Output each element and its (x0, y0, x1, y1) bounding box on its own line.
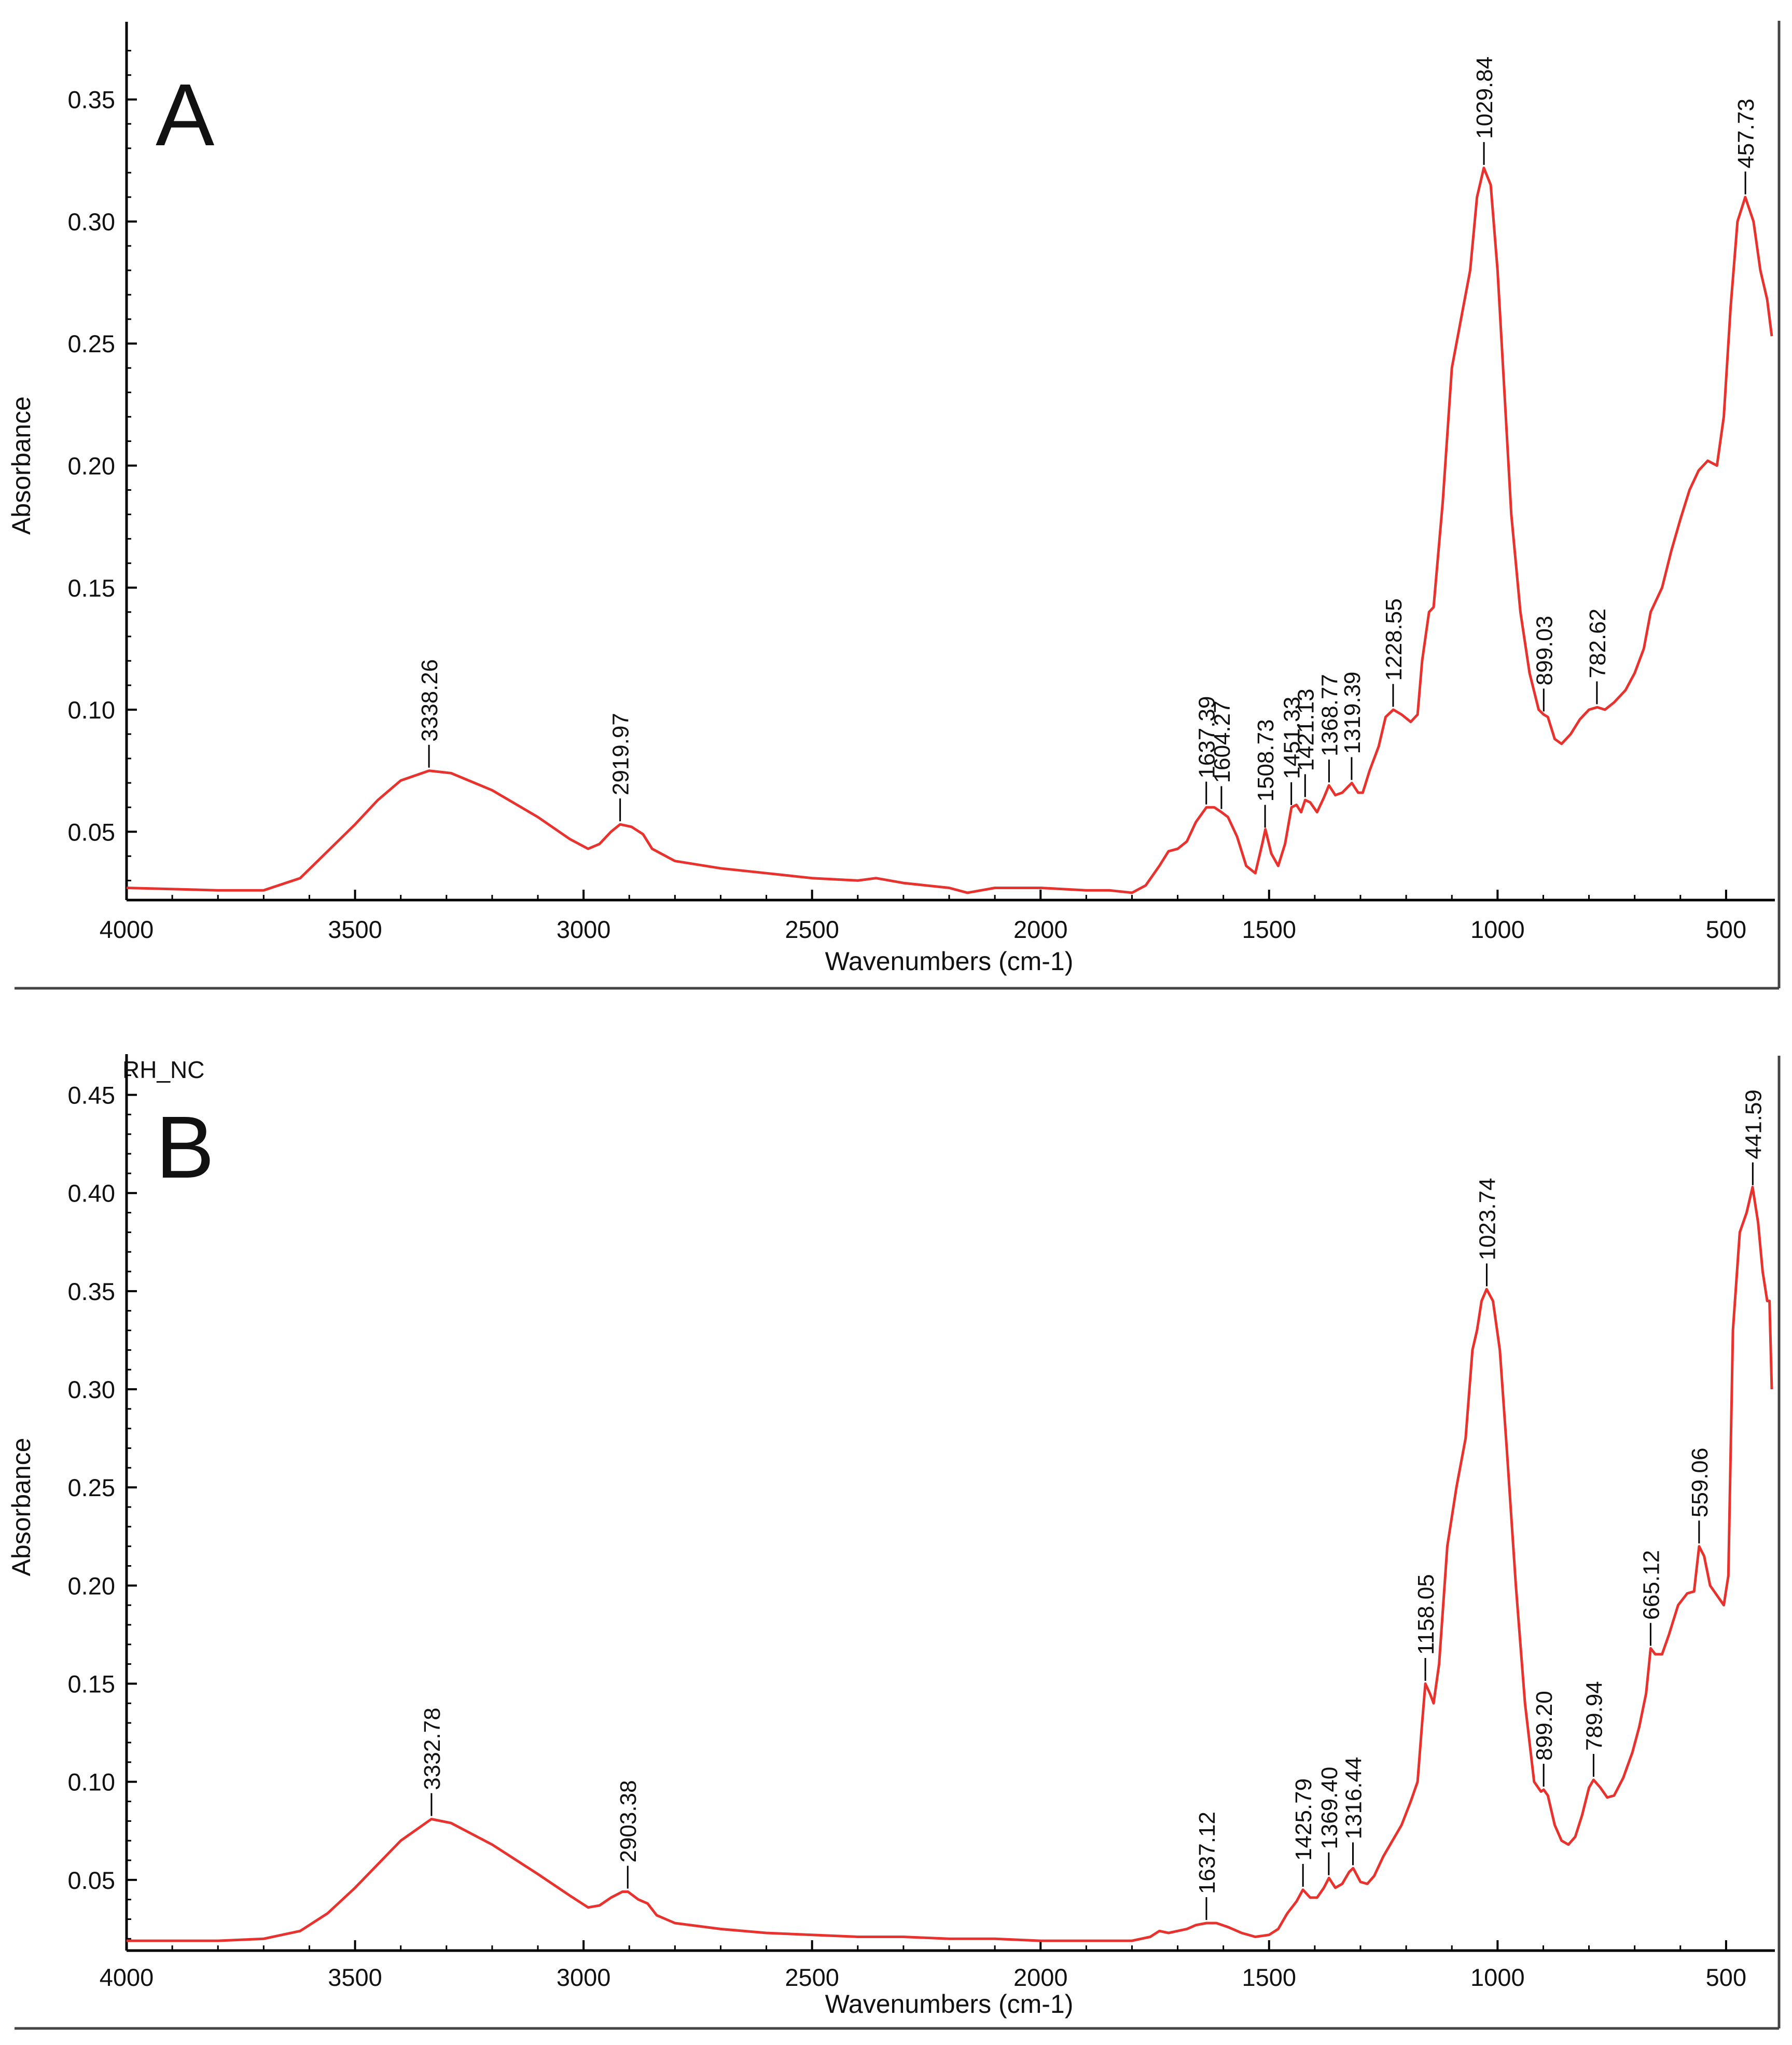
x-tick-label: 4000 (100, 916, 154, 943)
x-tick-label: 2000 (1013, 916, 1068, 943)
peak-label: 441.59 (1741, 1089, 1766, 1159)
y-tick-label: 0.35 (68, 1278, 115, 1305)
x-tick-label: 3500 (328, 916, 382, 943)
peak-label: 457.73 (1733, 99, 1759, 169)
peak-label: 1637.12 (1194, 1812, 1220, 1894)
y-tick-label: 0.25 (68, 330, 115, 357)
peak-label: 1451.33 (1280, 697, 1305, 779)
panel-a: 0.05 0.10 0.15 0.20 0.25 0.30 0.35 4000 3500 3000… (7, 21, 1781, 990)
peak-label: 665.12 (1638, 1550, 1664, 1620)
panel-letter: B (156, 1098, 214, 1197)
peak-label: 899.20 (1532, 1691, 1557, 1761)
y-tick-label: 0.20 (68, 452, 115, 480)
y-tick-label: 0.10 (68, 1768, 115, 1796)
spectrum-line (126, 167, 1773, 894)
sample-label: RH_NC (122, 1056, 204, 1083)
y-tick-label: 0.20 (68, 1572, 115, 1599)
x-tick-label: 3000 (557, 1964, 611, 1991)
x-tick-label: 2500 (785, 1964, 839, 1991)
peak-label: 1637.39 (1194, 696, 1220, 779)
peak-label: 789.94 (1581, 1681, 1607, 1751)
peak-label: 1023.74 (1475, 1178, 1500, 1260)
x-axis-title: Wavenumbers (cm-1) (825, 1989, 1074, 2019)
peak-label: 899.03 (1532, 616, 1557, 686)
peak-label: 1029.84 (1472, 57, 1497, 139)
peak-label: 1319.39 (1340, 671, 1365, 754)
y-tick-label: 0.10 (68, 696, 115, 724)
peak-label: 3332.78 (420, 1708, 445, 1790)
peak-label: 1421.13 (1293, 688, 1318, 771)
y-tick-label: 0.30 (68, 1376, 115, 1403)
x-tick-label: 1500 (1242, 916, 1296, 943)
x-tick-label: 3500 (328, 1964, 382, 1991)
peak-label: 1508.73 (1253, 719, 1279, 802)
peak-label: 559.06 (1687, 1448, 1713, 1518)
x-tick-label: 1000 (1470, 916, 1525, 943)
peak-label: 2919.97 (608, 713, 634, 795)
x-axis-title: Wavenumbers (cm-1) (825, 947, 1074, 976)
y-axis-title: Absorbance (7, 1438, 36, 1577)
x-tick-label: 500 (1706, 916, 1746, 943)
peak-label: 1369.40 (1317, 1767, 1342, 1849)
x-tick-label: 1500 (1242, 1964, 1296, 1991)
y-tick-label: 0.15 (68, 574, 115, 602)
x-tick-label: 4000 (100, 1964, 154, 1991)
y-tick-label: 0.35 (68, 86, 115, 114)
y-tick-label: 0.45 (68, 1082, 115, 1109)
x-tick-label: 1000 (1470, 1964, 1525, 1991)
x-tick-label: 3000 (557, 916, 611, 943)
peak-label: 1158.05 (1413, 1574, 1439, 1655)
x-tick-label: 2500 (785, 916, 839, 943)
y-tick-label: 0.25 (68, 1474, 115, 1501)
y-tick-label: 0.15 (68, 1670, 115, 1697)
peak-label: 1604.27 (1210, 700, 1235, 783)
peak-label: 1368.77 (1317, 674, 1342, 756)
y-tick-label: 0.05 (68, 1867, 115, 1894)
y-tick-label: 0.30 (68, 208, 115, 236)
peak-label: 1425.79 (1291, 1778, 1316, 1861)
peak-label: 1316.44 (1341, 1757, 1367, 1839)
y-axis-title: Absorbance (7, 396, 36, 535)
panel-b: 0.05 0.10 0.15 0.20 0.25 0.30 0.35 0.40 0.45 4000… (7, 1054, 1781, 2030)
x-tick-label: 500 (1706, 1964, 1746, 1991)
peak-label: 3338.26 (417, 659, 442, 742)
peak-label: 2903.38 (616, 1780, 641, 1862)
y-tick-label: 0.40 (68, 1180, 115, 1207)
y-tick-label: 0.05 (68, 818, 115, 846)
spectrum-line (127, 1185, 1773, 1942)
x-tick-label: 2000 (1013, 1964, 1068, 1991)
panel-letter: A (156, 66, 215, 164)
peak-label: 782.62 (1585, 609, 1610, 679)
peak-label: 1228.55 (1381, 598, 1407, 681)
